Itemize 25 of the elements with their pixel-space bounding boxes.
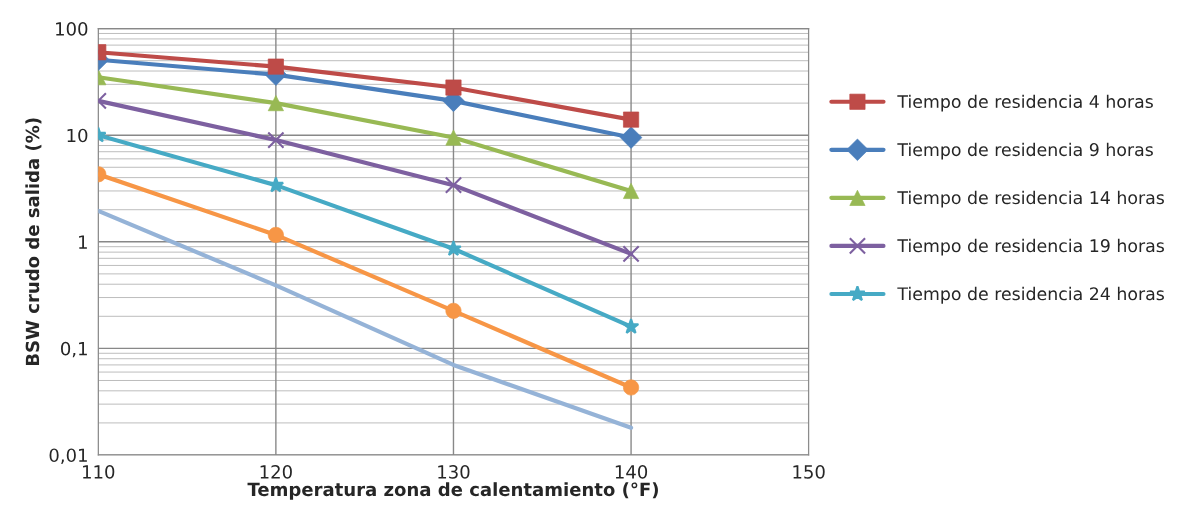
x-tick-label: 120 [260,465,292,479]
x-tick-label: 130 [438,465,470,479]
point [623,111,640,128]
y-tick-label: 1 [79,235,87,249]
legend-label: Tiempo de residencia 9 horas [897,142,1153,160]
y-tick-label: 0,01 [49,448,87,464]
x-tick-label: 150 [793,465,825,479]
point [622,245,640,263]
y-tick-label: 100 [56,22,88,36]
legend-label: Tiempo de residencia 19 horas [897,238,1164,256]
legend-label: Tiempo de residencia 24 horas [897,286,1164,304]
legend-label: Tiempo de residencia 14 horas [897,190,1164,208]
x-tick-label: 140 [615,465,648,479]
y-tick-label: 0,1 [61,341,87,358]
point [444,176,463,194]
point [622,317,640,334]
y-tick-label: 10 [67,128,88,143]
line-series [98,208,634,430]
point [445,240,462,256]
legend-label: Tiempo de residencia 4 horas [897,94,1153,112]
x-tick-label: 110 [83,465,115,479]
y-axis-title: BSW crudo de salida (%) [25,118,42,366]
x-axis-title: Temperatura zona de calentamiento (°F) [247,482,658,500]
point [267,131,285,149]
point [267,176,285,193]
